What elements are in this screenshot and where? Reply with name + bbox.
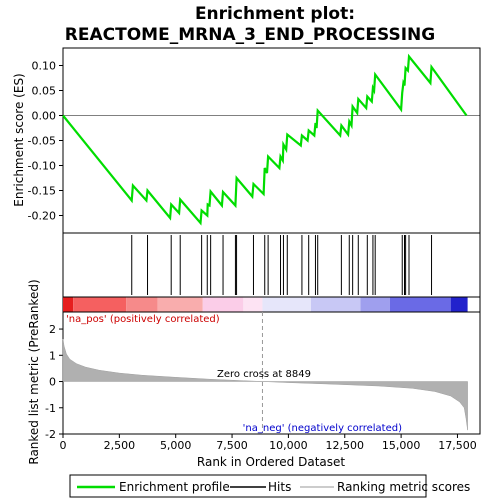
color-bar-segment xyxy=(360,297,390,312)
color-bar-segment xyxy=(389,297,451,312)
es-y-tick-label: -0.05 xyxy=(28,135,56,148)
metric-y-axis-label: Ranked list metric (PreRanked) xyxy=(27,279,41,464)
hits-marks xyxy=(131,235,433,295)
x-tick-label: 17,500 xyxy=(438,439,477,452)
color-bar-segment xyxy=(262,297,311,312)
color-bar-segment xyxy=(310,297,361,312)
es-y-tick-label: -0.20 xyxy=(28,210,56,223)
positive-correlation-label: 'na_pos' (positively correlated) xyxy=(66,314,220,325)
hits-panel-frame xyxy=(62,232,481,298)
es-y-tick-label: -0.10 xyxy=(28,160,56,173)
x-tick-label: 12,500 xyxy=(326,439,365,452)
color-bar-segment xyxy=(450,297,468,312)
es-panel-frame xyxy=(62,47,481,234)
metric-y-tick-label: -1 xyxy=(45,402,56,415)
color-bar-segment xyxy=(126,297,158,312)
es-y-axis: 0.10 0.05 0.00 -0.05 -0.10 -0.15 -0.20 xyxy=(28,60,63,223)
metric-y-tick-label: 0 xyxy=(49,376,56,389)
zero-cross-label: Zero cross at 8849 xyxy=(217,369,311,380)
es-y-axis-label: Enrichment score (ES) xyxy=(12,73,26,206)
x-tick-label: 15,000 xyxy=(382,439,421,452)
color-bar-segment xyxy=(157,297,203,312)
es-y-tick-label: 0.05 xyxy=(32,85,57,98)
x-tick-label: 7,500 xyxy=(216,439,248,452)
chart-title-line1: Enrichment plot: xyxy=(195,4,355,24)
legend-profile-label: Enrichment profile xyxy=(119,480,230,494)
x-tick-label: 0 xyxy=(60,439,67,452)
es-y-tick-label: 0.00 xyxy=(32,110,57,123)
es-y-tick-label: 0.10 xyxy=(32,60,57,73)
negative-correlation-label: 'na_neg' (negatively correlated) xyxy=(243,423,402,434)
chart-title-line2: REACTOME_MRNA_3_END_PROCESSING xyxy=(65,25,435,45)
color-bar-segment xyxy=(63,297,74,312)
metric-y-tick-label: 2 xyxy=(49,323,56,336)
x-tick-label: 10,000 xyxy=(269,439,308,452)
metric-y-tick-label: -2 xyxy=(45,428,56,441)
es-y-tick-label: -0.15 xyxy=(28,185,56,198)
legend-metric-label: Ranking metric scores xyxy=(337,480,470,494)
enrichment-profile-line xyxy=(62,53,468,226)
ranking-metric-area xyxy=(62,338,468,431)
color-bar-segment xyxy=(202,297,244,312)
ranked-color-bar xyxy=(63,297,468,312)
metric-y-tick-label: 1 xyxy=(49,349,56,362)
x-axis-label: Rank in Ordered Dataset xyxy=(197,455,345,469)
color-bar-segment xyxy=(243,297,263,312)
legend-hits-label: Hits xyxy=(268,480,291,494)
metric-y-axis: 2 1 0 -1 -2 xyxy=(45,323,63,441)
color-bar-segment xyxy=(73,297,127,312)
x-tick-label: 5,000 xyxy=(160,439,192,452)
x-axis: 0 2,500 5,000 7,500 10,000 12,500 15,000 17,500 xyxy=(60,434,477,452)
x-tick-label: 2,500 xyxy=(104,439,136,452)
legend-box xyxy=(69,474,427,498)
